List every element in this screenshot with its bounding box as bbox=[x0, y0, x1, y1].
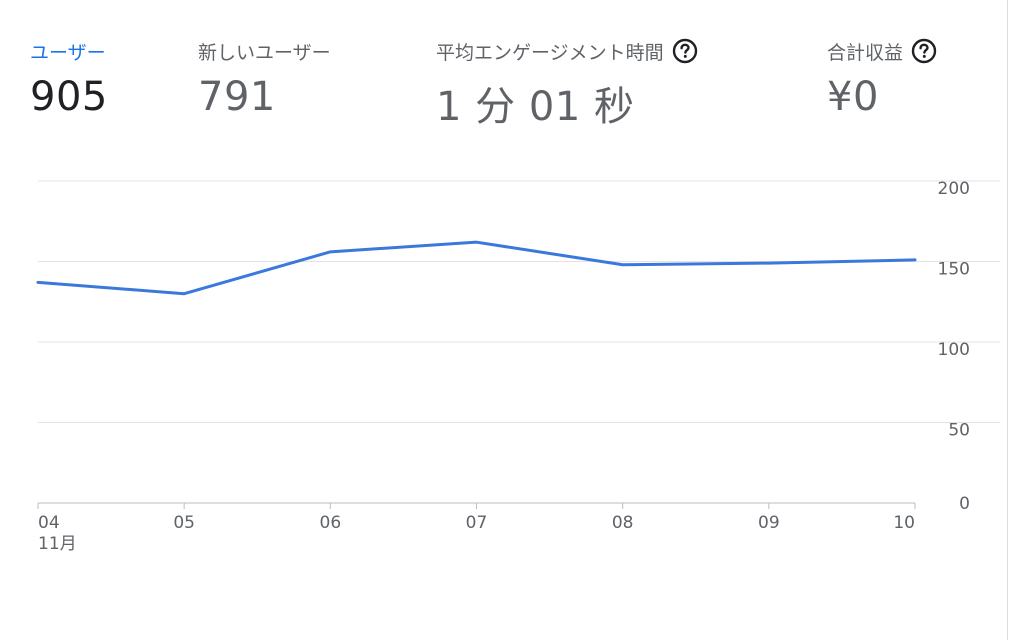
series-line bbox=[38, 242, 915, 294]
y-tick-label: 150 bbox=[938, 260, 970, 280]
users-line-chart: 0 50 100 150 200 04 05 06 07 08 09 10 11月 bbox=[0, 0, 1008, 633]
y-tick-label: 200 bbox=[938, 179, 970, 199]
y-tick-label: 0 bbox=[959, 494, 970, 514]
x-tick-label: 05 bbox=[173, 513, 195, 533]
x-tick-label: 08 bbox=[612, 513, 634, 533]
x-tick-sublabel: 11月 bbox=[38, 534, 77, 554]
y-tick-label: 100 bbox=[938, 340, 970, 360]
x-tick-label: 06 bbox=[320, 513, 342, 533]
x-tick-label: 07 bbox=[466, 513, 488, 533]
x-tick-label: 04 bbox=[38, 513, 60, 533]
y-tick-label: 50 bbox=[948, 421, 970, 441]
x-tick-label: 09 bbox=[758, 513, 780, 533]
x-tick-label: 10 bbox=[893, 513, 915, 533]
